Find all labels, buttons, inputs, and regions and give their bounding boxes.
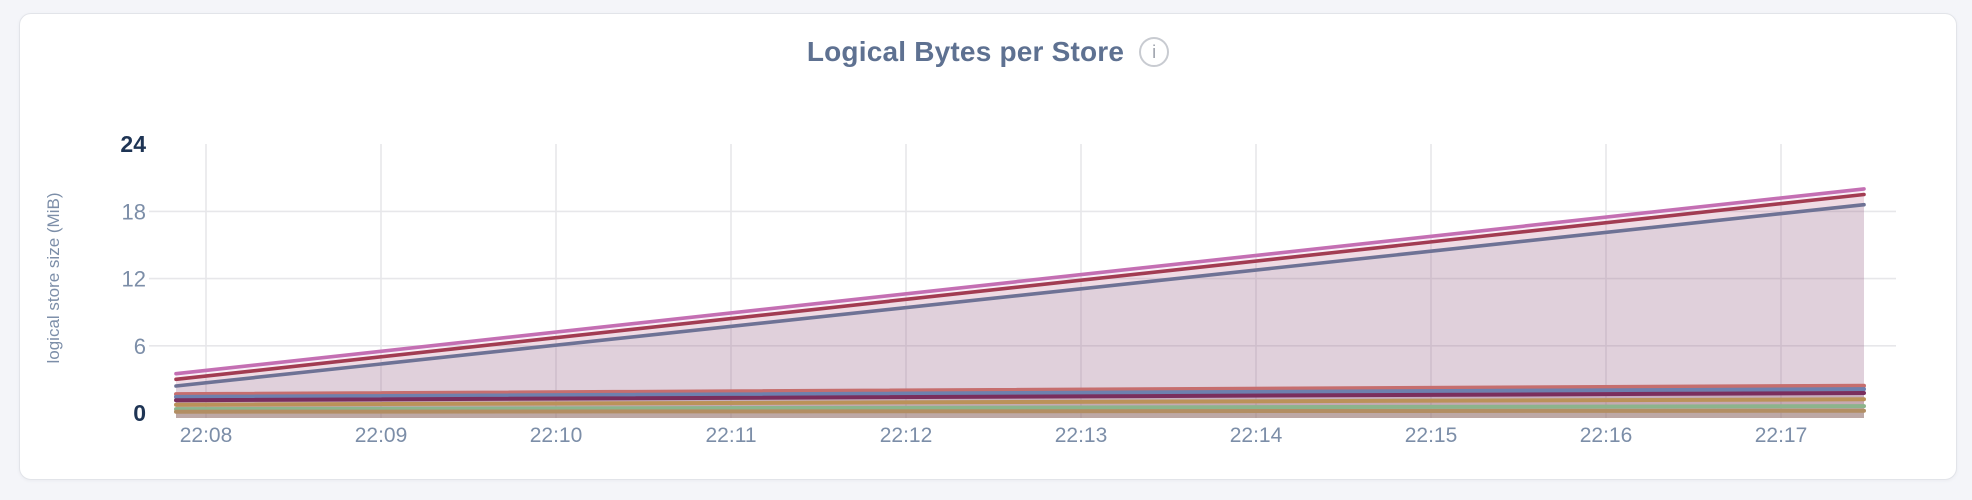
x-tick-label: 22:13: [1055, 424, 1108, 447]
series-line: [174, 387, 1866, 399]
chart-title: Logical Bytes per Store: [806, 36, 1125, 67]
x-tick-label: 22:17: [1755, 424, 1808, 447]
info-icon-glyph: i: [1152, 42, 1157, 62]
y-tick-label: 18: [122, 199, 146, 224]
y-tick-label: 24: [120, 131, 146, 157]
chart-header: Logical Bytes per Store i: [20, 36, 1956, 68]
y-tick-label: 12: [122, 267, 146, 292]
y-tick-label: 6: [134, 334, 146, 359]
series-line: [174, 383, 1866, 397]
y-axis-label: logical store size (MiB): [44, 192, 63, 364]
x-tick-label: 22:08: [180, 424, 233, 447]
x-tick-label: 22:14: [1230, 424, 1283, 447]
series-line: [174, 408, 1866, 414]
y-tick-label: 0: [133, 400, 146, 426]
series-line: [174, 404, 1866, 412]
x-tick-label: 22:12: [880, 424, 933, 447]
series-line: [174, 192, 1866, 382]
series-line: [174, 391, 1866, 403]
series-line: [174, 202, 1866, 388]
series-area: [176, 204, 1864, 418]
x-tick-label: 22:09: [355, 424, 408, 447]
chart-plot[interactable]: 22:08 22:09 22:10 22:11 22:12 22:13 22:14 22:15…: [20, 14, 1958, 481]
series-line: [174, 187, 1866, 376]
series-line: [174, 397, 1866, 407]
x-tick-label: 22:15: [1405, 424, 1458, 447]
x-tick-label: 22:16: [1580, 424, 1633, 447]
series-area: [176, 188, 1864, 418]
x-tick-label: 22:10: [530, 424, 583, 447]
x-tick-label: 22:11: [706, 424, 757, 447]
chart-card: 22:08 22:09 22:10 22:11 22:12 22:13 22:14 22:15…: [19, 13, 1957, 480]
info-icon[interactable]: i: [1139, 37, 1170, 67]
